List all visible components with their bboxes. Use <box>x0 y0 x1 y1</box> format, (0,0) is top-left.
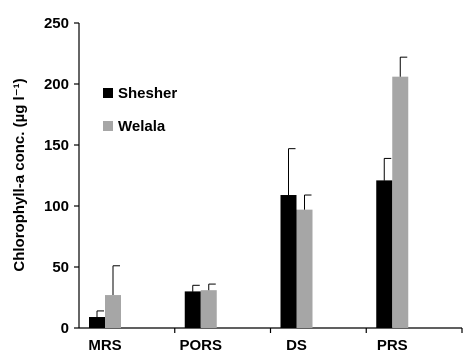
bar-shesher-pors <box>184 291 201 328</box>
bar-shesher-mrs <box>89 317 105 328</box>
y-tick-label: 200 <box>44 76 69 93</box>
y-tick-label: 250 <box>44 15 69 32</box>
legend-swatch-welala <box>103 121 113 131</box>
bar-welala-pors <box>200 290 217 328</box>
y-axis-label: Chlorophyll-a conc. (µg l⁻¹) <box>11 78 28 271</box>
y-tick-label: 0 <box>61 320 69 337</box>
x-category-label: PORS <box>179 337 222 354</box>
bar-welala-ds <box>296 209 313 328</box>
bar-welala-prs <box>392 76 409 329</box>
x-category-label: PRS <box>377 337 408 354</box>
y-tick-label: 50 <box>52 259 69 276</box>
plot-area: 0 50 100 150 200 250 MRS PORS DS PRS Shesher Welala <box>44 15 463 354</box>
bar-welala-mrs <box>105 295 121 328</box>
x-category-label: MRS <box>88 337 121 354</box>
y-tick-label: 100 <box>44 198 69 215</box>
y-tick-label: 150 <box>44 137 69 154</box>
legend-label-shesher: Shesher <box>118 85 177 102</box>
bar-shesher-ds <box>280 195 297 328</box>
bar-shesher-prs <box>376 180 393 328</box>
legend-swatch-shesher <box>103 88 113 98</box>
legend-label-welala: Welala <box>118 118 166 135</box>
x-category-label: DS <box>286 337 307 354</box>
